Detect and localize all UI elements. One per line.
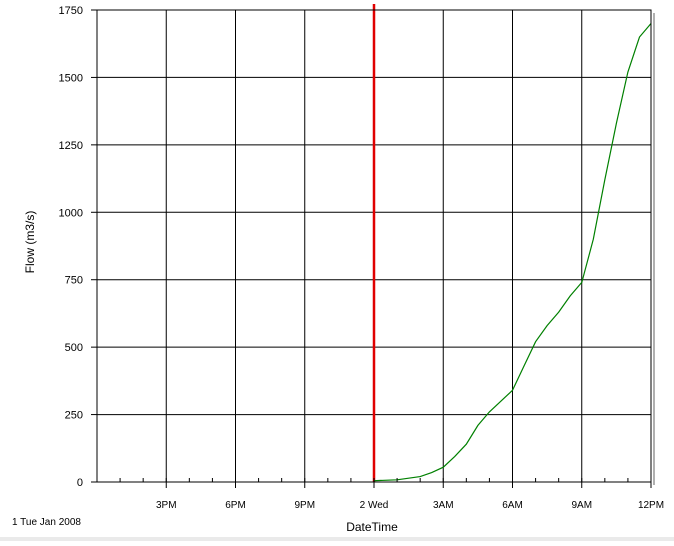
y-tick-label: 250	[65, 410, 83, 422]
y-axis-label: Flow (m3/s)	[23, 211, 37, 274]
x-tick-label: 2 Wed	[360, 500, 389, 511]
x-tick-label: 6AM	[502, 500, 523, 511]
y-tick-label: 1000	[59, 207, 83, 219]
x-tick-label: 3AM	[433, 500, 454, 511]
x-tick-label: 9AM	[571, 500, 592, 511]
x-axis-label: DateTime	[346, 520, 398, 534]
y-tick-label: 1750	[59, 5, 83, 17]
y-tick-label: 1500	[59, 72, 83, 84]
x-tick-label: 12PM	[638, 500, 664, 511]
x-tick-label: 9PM	[294, 500, 315, 511]
y-tick-label: 1250	[59, 140, 83, 152]
bottom-strip	[0, 537, 674, 541]
x-axis-start-label: 1 Tue Jan 2008	[12, 517, 81, 528]
y-tick-label: 750	[65, 275, 83, 287]
flow-series-line	[373, 23, 652, 482]
x-tick-label: 3PM	[156, 500, 177, 511]
x-tick-label: 6PM	[225, 500, 246, 511]
y-tick-label: 0	[77, 477, 83, 489]
y-tick-label: 500	[65, 342, 83, 354]
